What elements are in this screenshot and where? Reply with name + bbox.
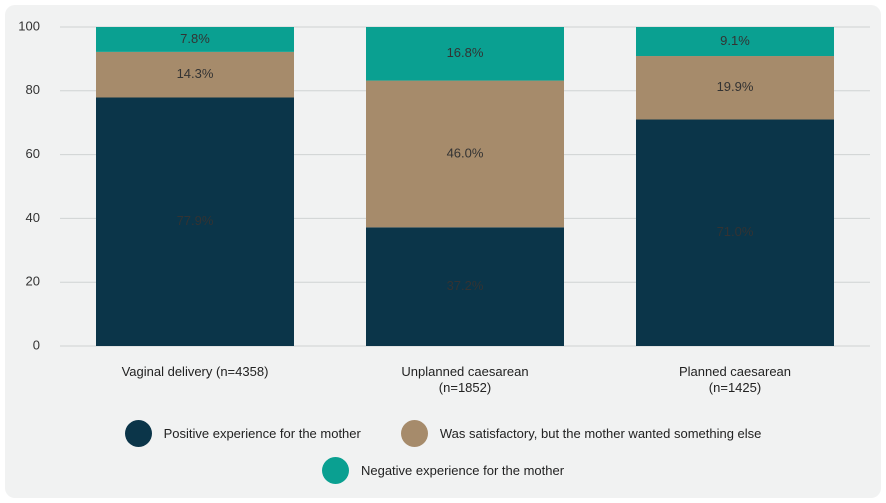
y-tick-label: 0 [33, 337, 40, 352]
data-label: 19.9% [717, 79, 754, 94]
data-label: 37.2% [447, 278, 484, 293]
legend: Positive experience for the mother Was sa… [45, 420, 841, 484]
legend-swatch [400, 420, 428, 447]
legend-item: Was satisfactory, but the mother wanted … [400, 420, 762, 447]
legend-swatch [321, 457, 349, 484]
bar-segment [96, 97, 294, 347]
bar-segment [366, 227, 564, 346]
legend-swatch [124, 420, 152, 447]
bar-segment [96, 51, 294, 98]
legend-label: Positive experience for the mother [163, 426, 361, 441]
legend-label: Was satisfactory, but the mother wanted … [439, 426, 762, 441]
chart: 0 20 40 60 80 100 77.9% 14.3% 7.8% 37.2% 46.0% 16.8… [18, 18, 870, 352]
data-label: 46.0% [447, 145, 484, 160]
y-tick-label: 60 [26, 146, 40, 161]
bar-segment [366, 27, 564, 81]
bar-segment [366, 80, 564, 228]
bar-segment [636, 119, 834, 346]
data-label: 71.0% [717, 224, 754, 239]
x-tick-label: Unplanned caesarean (n=1852) [401, 364, 529, 395]
data-label: 9.1% [720, 33, 750, 48]
x-tick-label: Vaginal delivery (n=4358) [121, 364, 269, 379]
bar-segment [96, 27, 294, 52]
y-tick-label: 80 [26, 82, 40, 97]
bar-segment [636, 27, 834, 57]
legend-label: Negative experience for the mother [360, 463, 565, 478]
data-label: 7.8% [180, 31, 210, 46]
y-tick-label: 40 [26, 210, 40, 225]
data-label: 14.3% [177, 66, 214, 81]
data-label: 77.9% [177, 213, 214, 228]
y-tick-label: 100 [18, 18, 40, 33]
chart-panel: 0 20 40 60 80 100 77.9% 14.3% 7.8% 37.2% 46.0% 16.8… [5, 5, 881, 498]
legend-item: Negative experience for the mother [321, 457, 565, 484]
legend-item: Positive experience for the mother [124, 420, 361, 447]
bar-segment [636, 56, 834, 120]
data-label: 16.8% [447, 45, 484, 60]
x-tick-label: Planned caesarean (n=1425) [678, 364, 792, 395]
y-tick-label: 20 [26, 274, 40, 289]
